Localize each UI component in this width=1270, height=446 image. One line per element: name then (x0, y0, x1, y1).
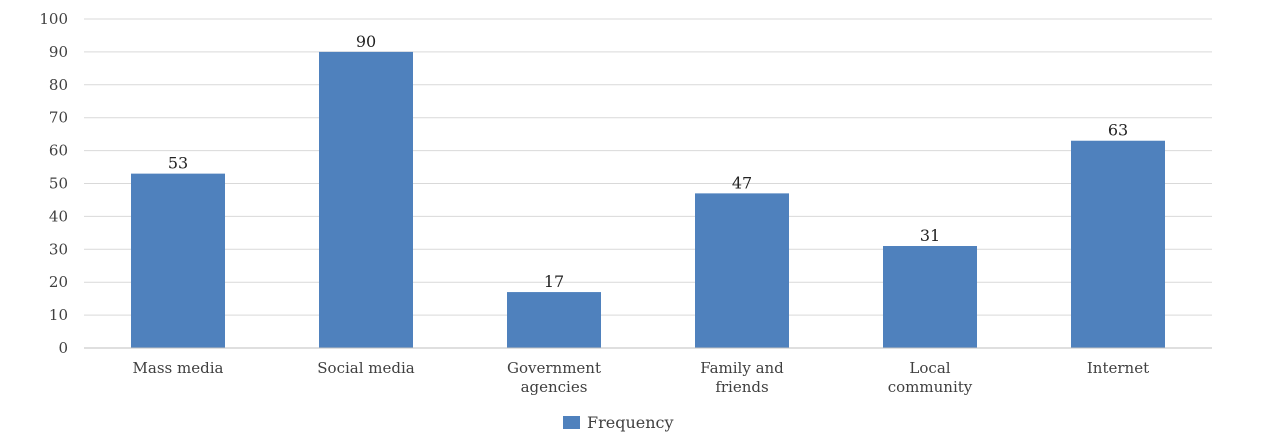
data-label: 90 (356, 32, 376, 51)
data-label: 53 (168, 154, 188, 173)
y-tick-label: 40 (49, 207, 68, 225)
y-tick-label: 80 (49, 76, 68, 94)
y-tick-label: 10 (49, 306, 68, 324)
y-axis-ticks: 0 10 20 30 40 50 60 70 80 90 100 (39, 10, 68, 357)
bar (883, 246, 977, 348)
y-tick-label: 0 (58, 339, 68, 357)
bar (507, 292, 601, 348)
data-label: 63 (1108, 121, 1128, 140)
y-tick-label: 60 (49, 142, 68, 160)
data-labels: 53 90 17 47 31 63 (168, 32, 1128, 291)
y-tick-label: 30 (49, 240, 68, 258)
y-tick-label: 20 (49, 273, 68, 291)
legend-label: Frequency (587, 413, 674, 432)
x-category-label: Family and friends (700, 359, 784, 396)
bar (319, 51, 413, 349)
data-label: 17 (544, 272, 564, 291)
x-category-label: Local community (888, 359, 973, 396)
bars (131, 51, 1165, 349)
x-category-label: Social media (317, 359, 415, 377)
y-tick-label: 90 (49, 43, 68, 61)
x-category-label: Government agencies (507, 359, 601, 396)
bar (1071, 140, 1165, 348)
y-tick-label: 50 (49, 175, 68, 193)
legend-swatch (563, 416, 580, 429)
gridlines (84, 18, 1212, 316)
bar (131, 173, 225, 348)
legend: Frequency (563, 413, 674, 432)
data-label: 47 (732, 173, 752, 192)
x-axis-categories: Mass media Social media Government agencies… (133, 359, 1150, 396)
x-category-label: Mass media (133, 359, 224, 377)
y-tick-label: 100 (39, 10, 68, 28)
x-category-label: Internet (1087, 359, 1149, 377)
y-tick-label: 70 (49, 109, 68, 127)
data-label: 31 (920, 226, 940, 245)
bar (695, 193, 789, 348)
